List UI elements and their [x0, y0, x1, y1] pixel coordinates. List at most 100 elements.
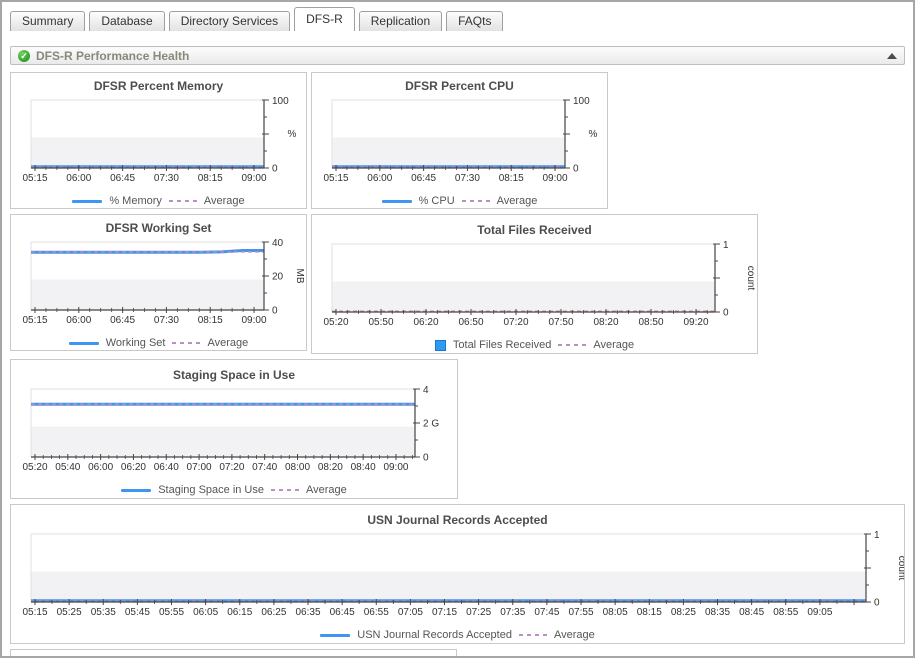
legend-dash-swatch [558, 344, 587, 346]
svg-text:05:15: 05:15 [22, 315, 47, 326]
svg-text:07:45: 07:45 [534, 607, 559, 618]
svg-text:0: 0 [874, 598, 880, 609]
svg-text:05:20: 05:20 [323, 317, 348, 328]
svg-text:100: 100 [573, 97, 590, 107]
svg-text:0: 0 [272, 306, 278, 317]
tab-faqts[interactable]: FAQts [446, 11, 504, 31]
svg-text:06:00: 06:00 [367, 173, 392, 184]
legend-label: Average [593, 339, 635, 351]
svg-text:08:45: 08:45 [739, 607, 764, 618]
legend-dash-swatch [172, 342, 201, 344]
chart-title: DFSR Working Set [105, 221, 212, 235]
svg-text:06:50: 06:50 [458, 317, 483, 328]
svg-text:05:20: 05:20 [22, 462, 47, 473]
legend-label: Total Files Received [452, 339, 552, 351]
svg-text:08:55: 08:55 [773, 607, 798, 618]
tab-replication[interactable]: Replication [358, 11, 443, 31]
svg-text:4: 4 [423, 386, 429, 396]
svg-text:07:00: 07:00 [187, 462, 212, 473]
svg-text:09:05: 09:05 [807, 607, 832, 618]
svg-text:20: 20 [272, 272, 284, 283]
chart-legend: Staging Space in Use Average [11, 481, 457, 498]
svg-text:08:20: 08:20 [593, 317, 618, 328]
svg-text:05:15: 05:15 [22, 607, 47, 618]
svg-text:07:40: 07:40 [252, 462, 277, 473]
svg-text:0: 0 [272, 164, 278, 175]
svg-text:0: 0 [423, 453, 429, 464]
chart-title: Staging Space in Use [172, 368, 296, 382]
legend-label: Average [496, 195, 538, 207]
collapse-up-icon[interactable] [887, 52, 897, 59]
legend-label: Staging Space in Use [158, 484, 264, 496]
svg-text:06:00: 06:00 [66, 173, 91, 184]
svg-text:08:40: 08:40 [351, 462, 376, 473]
charts-grid: DFSR Percent Memory 05:15 06:00 06:45 07:30 0… [10, 72, 905, 656]
svg-text:06:25: 06:25 [261, 607, 286, 618]
legend-label: % CPU [418, 195, 455, 207]
legend-line-swatch [320, 633, 351, 637]
tab-database[interactable]: Database [89, 11, 165, 31]
chart-legend: Working Set Average [11, 334, 306, 350]
legend-label: Average [203, 195, 245, 207]
tab-directory-services[interactable]: Directory Services [168, 11, 291, 31]
tab-bar: Summary Database Directory Services DFS-… [2, 2, 913, 31]
chart-title: DFSR Percent Memory [93, 79, 224, 93]
legend-label: % Memory [109, 195, 162, 207]
svg-text:08:15: 08:15 [637, 607, 662, 618]
section-title: DFS-R Performance Health [36, 48, 190, 63]
y-axis-unit: count [896, 556, 905, 581]
legend-dash-swatch [461, 200, 490, 202]
y-axis-unit: % [589, 129, 598, 140]
svg-text:07:05: 07:05 [398, 607, 423, 618]
svg-text:07:15: 07:15 [432, 607, 457, 618]
svg-text:09:00: 09:00 [383, 462, 408, 473]
svg-text:09:00: 09:00 [543, 173, 568, 184]
svg-text:08:50: 08:50 [639, 317, 664, 328]
tab-dfs-r[interactable]: DFS-R [294, 7, 355, 31]
legend-label: Average [207, 337, 249, 349]
y-axis-unit: % [288, 129, 297, 140]
green-check-icon [18, 49, 30, 62]
tab-summary[interactable]: Summary [10, 11, 86, 31]
svg-text:05:40: 05:40 [55, 462, 80, 473]
legend-line-swatch [381, 199, 412, 203]
chart-legend: Total Files Received Average [312, 336, 757, 353]
svg-text:0: 0 [573, 164, 579, 175]
svg-text:06:40: 06:40 [154, 462, 179, 473]
chart-plot: 05:15 05:25 05:35 05:45 05:55 06:05 06:15 06:25… [22, 530, 905, 618]
svg-text:08:15: 08:15 [198, 315, 223, 326]
legend-label: USN Journal Records Accepted [357, 629, 512, 641]
svg-text:07:20: 07:20 [503, 317, 528, 328]
svg-text:08:20: 08:20 [318, 462, 343, 473]
legend-line-swatch [72, 199, 103, 203]
svg-text:08:35: 08:35 [705, 607, 730, 618]
svg-text:06:00: 06:00 [88, 462, 113, 473]
svg-text:08:05: 08:05 [603, 607, 628, 618]
legend-label: Working Set [105, 337, 166, 349]
svg-text:2 G: 2 G [423, 419, 439, 430]
svg-text:06:45: 06:45 [411, 173, 436, 184]
svg-text:06:35: 06:35 [295, 607, 320, 618]
svg-text:07:30: 07:30 [455, 173, 480, 184]
legend-label: Average [306, 484, 347, 496]
svg-text:05:45: 05:45 [125, 607, 150, 618]
svg-text:07:55: 07:55 [569, 607, 594, 618]
svg-text:06:20: 06:20 [121, 462, 146, 473]
svg-text:07:50: 07:50 [548, 317, 573, 328]
chart-plot: 05:20 05:50 06:20 06:50 07:20 07:50 08:20 08:50… [323, 240, 756, 328]
chart-title: Bytes Received/sec [11, 650, 456, 656]
svg-text:05:35: 05:35 [91, 607, 116, 618]
chart-title: DFSR Percent CPU [405, 79, 514, 93]
chart-panel-dfsr-working-set: DFSR Working Set 05:15 06:00 06:45 07:30 08:1… [10, 214, 307, 351]
legend-line-swatch [121, 488, 152, 492]
legend-dash-swatch [518, 634, 547, 636]
svg-text:07:35: 07:35 [500, 607, 525, 618]
chart-title: USN Journal Records Accepted [367, 513, 548, 527]
chart-plot: 05:15 06:00 06:45 07:30 08:15 09:00 40 20 0 MB [22, 238, 305, 326]
chart-plot: 05:20 05:40 06:00 06:20 06:40 07:00 07:20 07:40… [22, 385, 439, 473]
svg-text:07:25: 07:25 [466, 607, 491, 618]
svg-text:06:45: 06:45 [110, 173, 135, 184]
svg-text:08:15: 08:15 [499, 173, 524, 184]
legend-dash-swatch [168, 200, 197, 202]
